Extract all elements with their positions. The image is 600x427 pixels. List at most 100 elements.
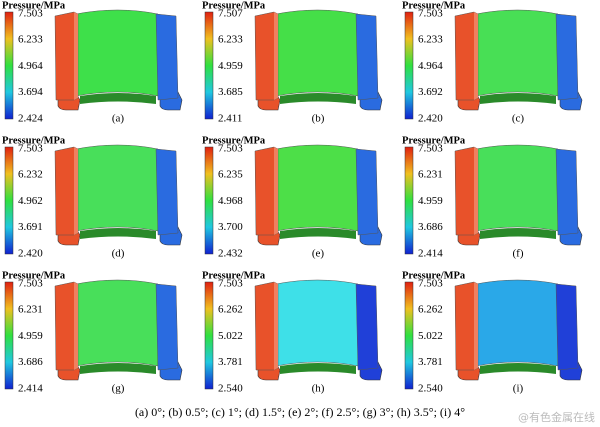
right-block [555,13,579,101]
colorbar-label: 2.424 [18,112,43,124]
left-block-edge [74,282,78,370]
colorbar-label: 5.022 [218,330,243,342]
bottom-edge [80,93,156,104]
colorbar-label: 7.507 [218,8,243,20]
colorbar-label: 6.233 [218,34,243,46]
right-block [355,148,379,236]
colorbar [4,146,14,255]
panel-caption: (d) [112,248,125,260]
colorbar-label: 3.781 [218,356,243,368]
left-block-edge [474,12,478,100]
colorbar-label: 4.964 [418,60,443,72]
panel-caption: (g) [112,383,125,395]
panel-caption: (c) [512,113,525,125]
right-block [155,13,179,101]
left-block-edge [274,282,278,370]
middle-plate [475,279,559,367]
colorbar-label: 6.231 [418,169,443,181]
colorbar-label: 3.781 [418,356,443,368]
bottom-edge [80,363,156,374]
panel-caption: (h) [312,383,325,395]
colorbar-label: 7.503 [18,143,43,155]
colorbar-title: Pressure/MPa [2,0,66,11]
colorbar [4,11,14,120]
colorbar-label: 3.700 [218,221,243,233]
colorbar [204,11,214,120]
colorbar [404,146,414,255]
colorbar [204,281,214,390]
colorbar [204,146,214,255]
panel-caption: (f) [513,248,524,260]
colorbar-label: 2.414 [418,247,443,259]
middle-plate [275,144,359,232]
right-block [555,283,579,371]
middle-plate [475,144,559,232]
left-block-edge [74,147,78,235]
bottom-edge [480,93,556,104]
bottom-edge [280,363,356,374]
right-block [555,148,579,236]
colorbar-label: 6.235 [218,169,243,181]
colorbar [404,11,414,120]
colorbar-label: 6.232 [18,169,43,181]
colorbar-title: Pressure/MPa [2,270,66,281]
bottom-edge [480,363,556,374]
colorbar-label: 7.503 [418,143,443,155]
colorbar-label: 3.686 [418,221,443,233]
middle-plate [275,279,359,367]
colorbar-title: Pressure/MPa [202,0,266,11]
bottom-edge [280,228,356,239]
colorbar-label: 2.414 [18,382,43,394]
colorbar-title: Pressure/MPa [2,135,66,146]
colorbar-label: 6.262 [218,304,243,316]
colorbar-title: Pressure/MPa [402,135,466,146]
colorbar-label: 6.262 [418,304,443,316]
middle-plate [75,144,159,232]
colorbar-label: 3.691 [18,221,43,233]
middle-plate [75,279,159,367]
colorbar-label: 3.685 [218,86,243,98]
panel-caption: (b) [312,113,325,125]
colorbar-label: 4.962 [18,195,43,207]
colorbar-label: 4.959 [18,330,43,342]
colorbar [4,281,14,390]
colorbar-label: 6.233 [418,34,443,46]
middle-plate [75,9,159,97]
colorbar-title: Pressure/MPa [402,270,466,281]
colorbar-label: 4.964 [18,60,43,72]
colorbar-label: 3.694 [18,86,43,98]
colorbar-label: 6.231 [18,304,43,316]
colorbar-label: 6.233 [18,34,43,46]
right-block [355,13,379,101]
colorbar-label: 7.503 [18,278,43,290]
colorbar-label: 7.503 [418,8,443,20]
colorbar-label: 2.420 [18,247,43,259]
colorbar-label: 4.959 [218,60,243,72]
figure-caption: (a) 0°; (b) 0.5°; (c) 1°; (d) 1.5°; (e) … [135,405,465,419]
left-block-edge [74,12,78,100]
left-block-edge [474,147,478,235]
colorbar-label: 2.540 [418,382,443,394]
colorbar-label: 3.686 [18,356,43,368]
left-block-edge [474,282,478,370]
right-block [355,283,379,371]
colorbar-label: 3.692 [418,86,443,98]
left-block-edge [274,147,278,235]
panel-caption: (i) [513,383,524,395]
bottom-edge [480,228,556,239]
bottom-edge [80,228,156,239]
colorbar-label: 2.411 [218,112,242,124]
colorbar-label: 2.432 [218,247,243,259]
colorbar-label: 7.503 [218,143,243,155]
bottom-edge [280,93,356,104]
colorbar-title: Pressure/MPa [402,0,466,11]
